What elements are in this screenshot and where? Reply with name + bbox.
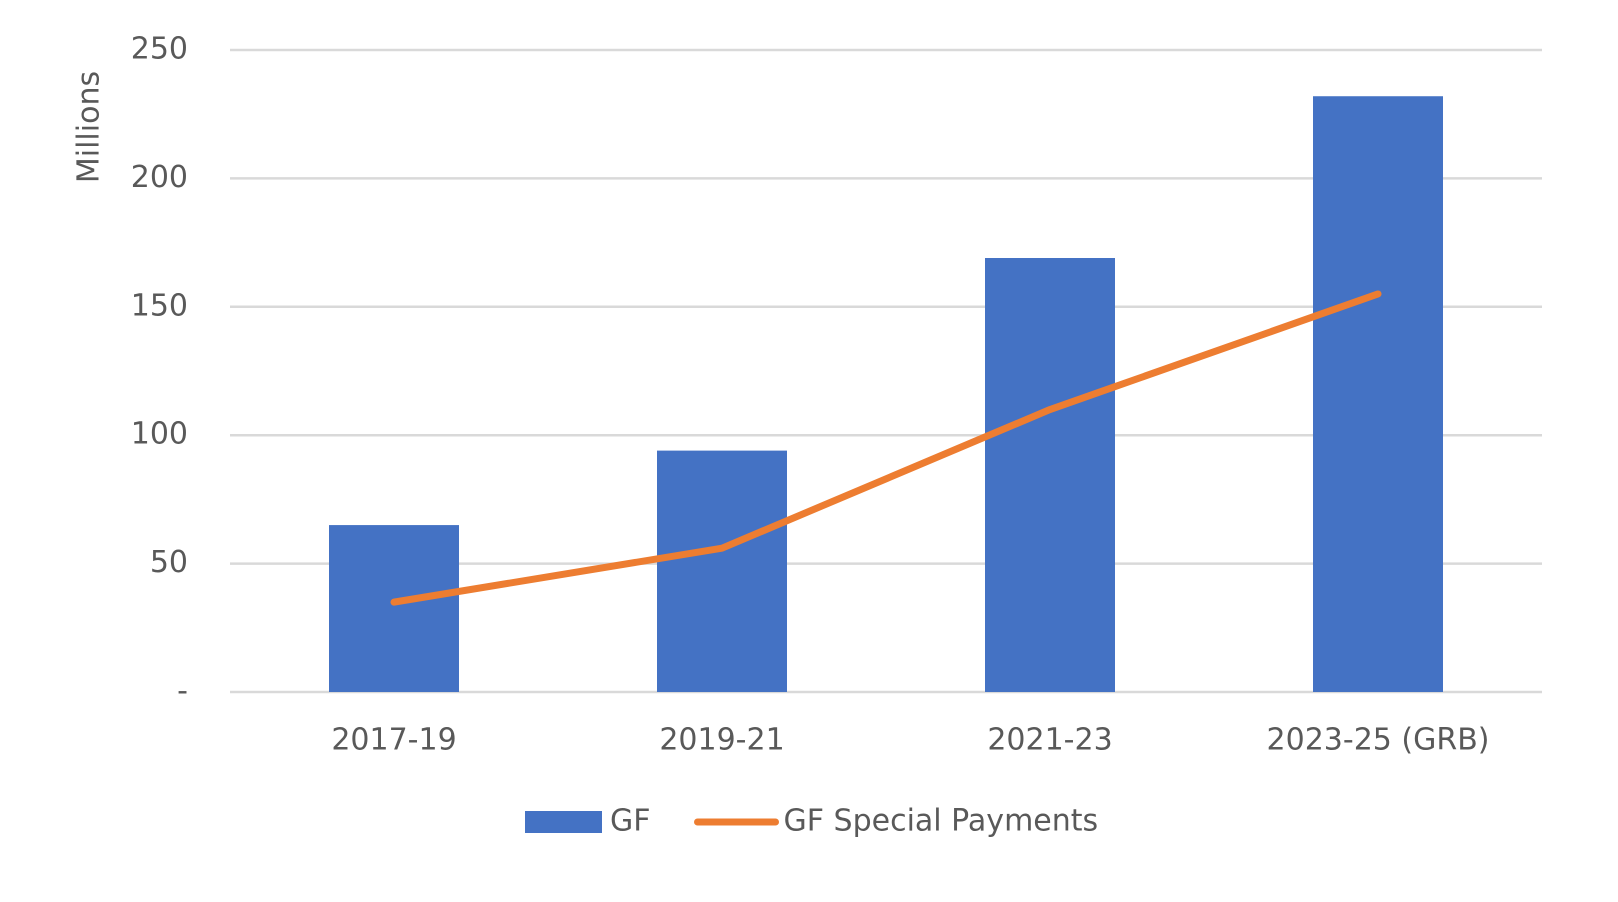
x-tick-label: 2023-25 (GRB): [1267, 723, 1490, 758]
y-tick-label: 200: [131, 160, 188, 195]
y-tick-label: 100: [131, 417, 188, 452]
y-tick-label: -: [177, 674, 188, 709]
bar: [1313, 96, 1443, 692]
y-axis-label: Millions: [72, 71, 107, 183]
legend-label: GF: [610, 804, 651, 839]
legend-swatch: [525, 811, 602, 833]
bar: [329, 525, 459, 692]
x-tick-label: 2019-21: [659, 723, 784, 758]
y-tick-label: 150: [131, 288, 188, 323]
line: [390, 290, 1382, 606]
y-tick-label: 50: [150, 545, 188, 580]
legend-label: GF Special Payments: [784, 804, 1099, 839]
x-tick-label: 2017-19: [331, 723, 456, 758]
y-tick-label: 250: [131, 32, 188, 67]
x-tick-label: 2021-23: [987, 723, 1112, 758]
bar: [657, 450, 787, 692]
bar: [985, 258, 1115, 692]
